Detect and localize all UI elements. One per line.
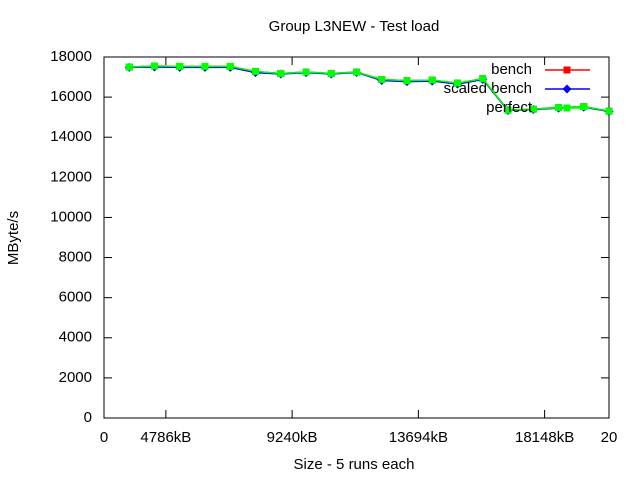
x-axis-label: Size - 5 runs each — [294, 456, 415, 473]
data-point — [353, 68, 360, 76]
legend-marker — [563, 66, 571, 74]
data-point — [201, 62, 209, 70]
y-tick-label: 18000 — [50, 48, 92, 65]
y-tick-label: 14000 — [50, 128, 92, 145]
legend-label: bench — [491, 61, 532, 78]
data-point — [428, 76, 436, 84]
data-point — [125, 63, 133, 71]
legend-label: perfect — [486, 99, 533, 116]
data-point — [226, 62, 234, 70]
series-line — [129, 65, 610, 112]
x-tick-label: 9240kB — [267, 429, 318, 446]
x-tick-label: 0 — [100, 429, 108, 446]
x-tick-label: 20 — [601, 429, 618, 446]
data-point — [151, 62, 158, 70]
data-point — [378, 75, 386, 83]
y-tick-label: 6000 — [59, 289, 92, 306]
x-tick-label: 13694kB — [389, 429, 448, 446]
y-tick-label: 2000 — [59, 369, 92, 386]
y-tick-label: 4000 — [59, 329, 92, 346]
y-tick-label: 10000 — [50, 208, 92, 225]
y-tick-label: 0 — [84, 409, 92, 426]
data-point — [176, 62, 184, 70]
legend-marker — [563, 104, 571, 112]
data-point — [327, 69, 335, 77]
x-tick-label: 18148kB — [515, 429, 574, 446]
y-tick-label: 16000 — [50, 88, 92, 105]
plot-border — [103, 56, 610, 419]
data-point — [302, 68, 310, 76]
x-tick-label: 4786kB — [140, 429, 191, 446]
data-point — [479, 75, 487, 83]
data-point — [605, 107, 613, 115]
y-axis-label: MByte/s — [5, 211, 22, 265]
data-point — [454, 79, 461, 87]
y-tick-label: 8000 — [59, 249, 92, 266]
data-point — [504, 106, 512, 114]
data-point — [403, 77, 411, 85]
data-point — [252, 67, 259, 75]
legend-marker — [562, 84, 572, 94]
legend-label: scaled bench — [444, 80, 532, 97]
data-point — [580, 103, 588, 111]
data-point — [529, 105, 537, 113]
chart-title: Group L3NEW - Test load — [269, 18, 440, 35]
y-tick-label: 12000 — [50, 168, 92, 185]
data-point — [277, 69, 285, 77]
